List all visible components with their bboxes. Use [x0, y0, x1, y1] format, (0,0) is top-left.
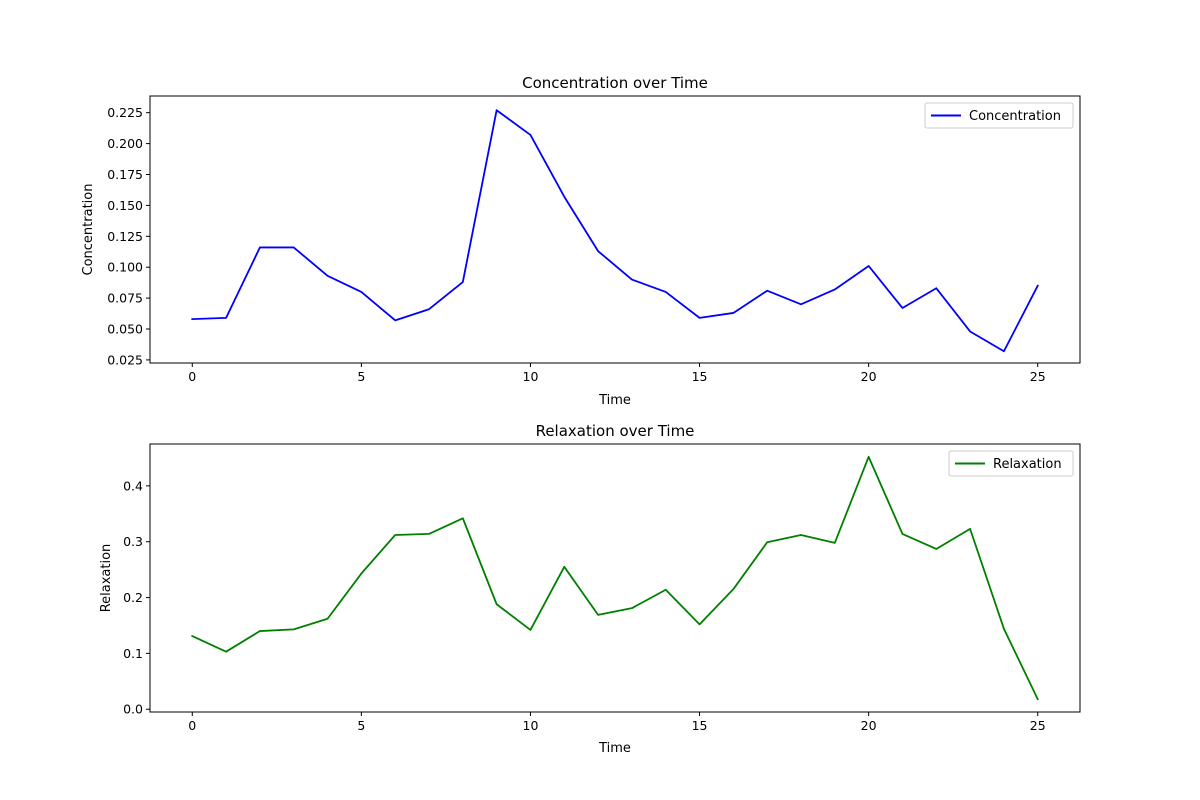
y-tick-label: 0.125 [107, 229, 143, 244]
legend-box [948, 450, 1074, 477]
plot-area [191, 455, 1039, 701]
series-line [191, 109, 1039, 353]
tick-group: 0 5 10 15 20 25 0.025 0.050 0.075 0.100 0.125 0.150… [107, 105, 1045, 384]
y-axis-label: Relaxation [99, 544, 114, 613]
plot-area [191, 109, 1039, 353]
chart-title: Relaxation over Time [536, 422, 695, 440]
x-tick-label: 0 [188, 369, 196, 384]
plot-frame [149, 95, 1081, 364]
x-tick-label: 20 [861, 718, 877, 733]
y-tick-label: 0.050 [107, 322, 143, 337]
y-tick-label: 0.100 [107, 260, 143, 275]
x-axis-label: Time [598, 741, 631, 756]
relaxation-chart: Relaxation over Time 0 5 10 15 20 25 0.0 0.1 0.2… [99, 422, 1081, 756]
x-tick-label: 5 [357, 369, 365, 384]
y-tick-label: 0.4 [123, 478, 143, 493]
x-tick-label: 25 [1030, 718, 1046, 733]
y-tick-label: 0.025 [107, 352, 143, 367]
y-tick-label: 0.0 [123, 702, 143, 717]
x-tick-label: 10 [523, 369, 539, 384]
x-tick-label: 0 [188, 718, 196, 733]
y-tick-label: 0.3 [123, 534, 143, 549]
y-tick-label: 0.2 [123, 590, 143, 605]
tick-group: 0 5 10 15 20 25 0.0 0.1 0.2 0.3 0.4 [123, 478, 1046, 733]
y-tick-label: 0.200 [107, 136, 143, 151]
legend: Relaxation [948, 450, 1074, 477]
x-tick-label: 10 [523, 718, 539, 733]
x-axis-label: Time [598, 393, 631, 408]
chart-title: Concentration over Time [522, 74, 708, 92]
legend: Concentration [924, 102, 1074, 129]
legend-label: Concentration [969, 109, 1061, 124]
x-tick-label: 20 [861, 369, 877, 384]
x-tick-label: 15 [692, 369, 708, 384]
y-tick-label: 0.1 [123, 646, 143, 661]
x-tick-label: 25 [1030, 369, 1046, 384]
y-tick-label: 0.150 [107, 198, 143, 213]
series-line [191, 455, 1039, 701]
plot-frame [149, 443, 1081, 713]
legend-box [924, 102, 1074, 129]
y-tick-label: 0.075 [107, 291, 143, 306]
y-tick-label: 0.225 [107, 105, 143, 120]
y-tick-label: 0.175 [107, 167, 143, 182]
y-axis-label: Concentration [81, 184, 96, 276]
concentration-chart: Concentration over Time 0 5 10 15 20 250.0250… [81, 74, 1081, 408]
x-tick-label: 5 [357, 718, 365, 733]
x-tick-label: 15 [692, 718, 708, 733]
legend-label: Relaxation [993, 457, 1062, 472]
